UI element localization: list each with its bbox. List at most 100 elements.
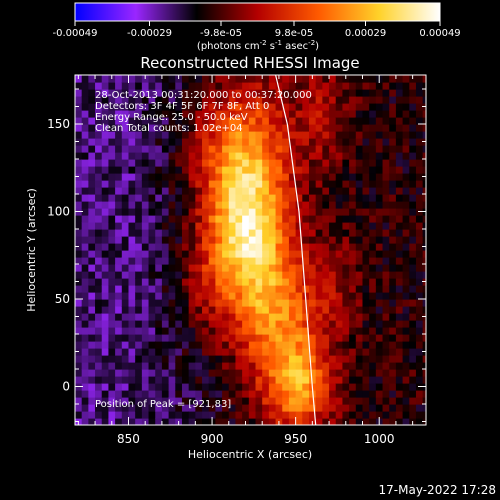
heatmap-cell: [195, 278, 203, 286]
heatmap-cell: [101, 145, 110, 153]
heatmap-cell: [215, 327, 223, 335]
heatmap-cell: [108, 334, 116, 342]
heatmap-cell: [329, 222, 337, 230]
heatmap-cell: [302, 117, 310, 125]
heatmap-cell: [342, 278, 350, 286]
heatmap-cell: [329, 110, 337, 118]
heatmap-cell: [382, 110, 390, 118]
heatmap-cell: [88, 89, 96, 97]
heatmap-cell: [355, 292, 364, 300]
heatmap-cell: [175, 285, 183, 293]
heatmap-cell: [275, 313, 283, 321]
heatmap-cell: [242, 215, 250, 223]
heatmap-cell: [415, 131, 424, 139]
heatmap-cell: [88, 117, 96, 125]
heatmap-cell: [295, 222, 303, 230]
heatmap-cell: [161, 285, 170, 293]
heatmap-cell: [141, 306, 150, 314]
heatmap-cell: [161, 222, 170, 230]
heatmap-cell: [329, 243, 337, 251]
heatmap-cell: [415, 271, 424, 279]
heatmap-cell: [148, 124, 156, 132]
heatmap-cell: [228, 362, 237, 370]
heatmap-cell: [275, 229, 283, 237]
heatmap-cell: [362, 362, 370, 370]
heatmap-cell: [88, 250, 96, 258]
heatmap-cell: [135, 103, 143, 111]
heatmap-cell: [302, 341, 310, 349]
heatmap-cell: [141, 103, 150, 111]
heatmap-cell: [409, 411, 417, 419]
heatmap-cell: [128, 166, 136, 174]
heatmap-cell: [88, 313, 96, 321]
heatmap-cell: [148, 390, 156, 398]
heatmap-cell: [395, 180, 404, 188]
heatmap-cell: [295, 306, 303, 314]
heatmap-cell: [175, 117, 183, 125]
heatmap-cell: [389, 292, 397, 300]
heatmap-cell: [288, 278, 297, 286]
heatmap-cell: [81, 376, 89, 384]
heatmap-cell: [148, 117, 156, 125]
heatmap-cell: [108, 299, 116, 307]
heatmap-cell: [208, 173, 216, 181]
heatmap-cell: [255, 236, 263, 244]
heatmap-cell: [181, 411, 190, 419]
heatmap-cell: [302, 257, 310, 265]
heatmap-cell: [222, 313, 230, 321]
heatmap-cell: [108, 376, 116, 384]
heatmap-cell: [295, 159, 303, 167]
heatmap-cell: [101, 257, 110, 265]
heatmap-cell: [208, 285, 216, 293]
heatmap-cell: [181, 376, 190, 384]
heatmap-cell: [342, 397, 350, 405]
heatmap-cell: [362, 208, 370, 216]
heatmap-cell: [302, 159, 310, 167]
heatmap-cell: [302, 236, 310, 244]
heatmap-cell: [389, 159, 397, 167]
heatmap-cell: [228, 306, 237, 314]
heatmap-cell: [329, 334, 337, 342]
heatmap-cell: [322, 96, 330, 104]
heatmap-cell: [409, 110, 417, 118]
heatmap-cell: [141, 194, 150, 202]
heatmap-cell: [202, 166, 210, 174]
heatmap-cell: [282, 145, 290, 153]
heatmap-cell: [342, 404, 350, 412]
heatmap-cell: [168, 355, 176, 363]
heatmap-cell: [309, 187, 317, 195]
colorbar-bar: [75, 3, 440, 21]
heatmap-cell: [395, 243, 404, 251]
heatmap-cell: [349, 264, 357, 272]
heatmap-cell: [88, 208, 96, 216]
heatmap-cell: [288, 201, 297, 209]
heatmap-cell: [148, 320, 156, 328]
heatmap-cell: [395, 355, 404, 363]
heatmap-cell: [208, 257, 216, 265]
heatmap-cell: [362, 369, 370, 377]
heatmap-cell: [155, 397, 163, 405]
heatmap-cell: [262, 285, 270, 293]
heatmap-cell: [181, 243, 190, 251]
heatmap-cell: [255, 292, 263, 300]
heatmap-cell: [342, 215, 350, 223]
heatmap-cell: [135, 320, 143, 328]
heatmap-cell: [342, 334, 350, 342]
heatmap-cell: [295, 383, 303, 391]
heatmap-cell: [302, 152, 310, 160]
heatmap-cell: [155, 229, 163, 237]
heatmap-cell: [422, 264, 426, 272]
heatmap-cell: [115, 152, 123, 160]
heatmap-cell: [355, 201, 364, 209]
heatmap-cell: [395, 138, 404, 146]
heatmap-cell: [375, 215, 384, 223]
heatmap-cell: [248, 75, 257, 83]
heatmap-cell: [268, 250, 277, 258]
heatmap-cell: [235, 334, 243, 342]
heatmap-cell: [248, 264, 257, 272]
heatmap-cell: [335, 369, 344, 377]
heatmap-cell: [335, 222, 344, 230]
heatmap-cell: [135, 271, 143, 279]
heatmap-cell: [115, 404, 123, 412]
heatmap-cell: [335, 411, 344, 419]
